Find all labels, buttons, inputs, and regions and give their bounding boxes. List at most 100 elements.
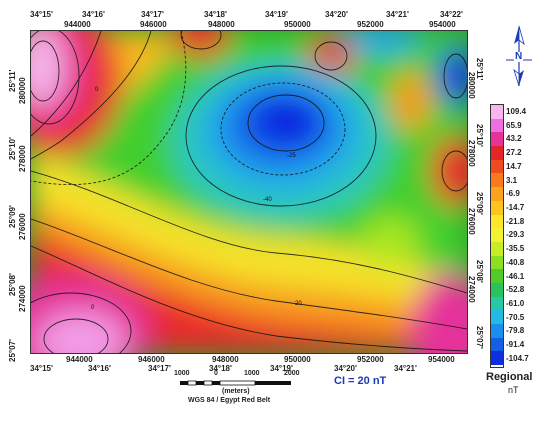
top-lon-tick: 34°16' [82,10,105,19]
legend-value: -46.1 [506,272,525,281]
bottom-lon-tick: 34°19' [270,364,293,373]
legend-swatch [491,173,503,188]
right-northing-tick: 276000 [467,208,476,235]
legend-swatch [491,214,503,229]
legend-value: 109.4 [506,107,527,116]
bottom-lon-tick: 34°18' [209,364,232,373]
top-easting-tick: 944000 [64,20,91,29]
top-easting-tick: 954000 [429,20,456,29]
legend-swatch [491,187,503,201]
top-lon-tick: 34°17' [141,10,164,19]
legend-value: -29.3 [506,230,525,239]
top-lon-tick: 34°19' [265,10,288,19]
contour-label: 0 [95,87,99,93]
legend-swatch [491,337,503,352]
legend-swatch [491,200,503,215]
bottom-lon-tick: 34°20' [334,364,357,373]
contour-label: 0 [91,305,95,311]
bottom-lon-tick: 34°16' [88,364,111,373]
bottom-easting-tick: 948000 [212,355,239,364]
legend-swatch [491,132,503,147]
left-lat-tick: 25°07' [8,339,17,362]
legend-value: -79.8 [506,326,525,335]
right-lat-tick: 25°09' [475,192,484,215]
legend-value: -70.5 [506,313,525,322]
legend-swatch [491,255,503,270]
scale-tick: 2000 [284,370,300,377]
right-northing-tick: 278000 [467,140,476,167]
left-northing-tick: 280000 [18,77,27,104]
legend-value: 43.2 [506,134,522,143]
scale-tick: 1000 [244,370,260,377]
left-lat-tick: 25°09' [8,205,17,228]
scale-tick: 1000 [174,370,190,377]
bottom-lon-tick: 34°21' [394,364,417,373]
legend-swatch [491,296,503,311]
legend-colorbar [490,104,504,368]
right-lat-tick: 25°11' [475,58,484,81]
bottom-lon-tick: 34°17' [148,364,171,373]
top-lon-tick: 34°20' [325,10,348,19]
top-easting-tick: 952000 [357,20,384,29]
legend-unit: nT [508,385,519,395]
contour-label: -40 [263,197,272,203]
legend-swatch [491,310,503,324]
bottom-easting-tick: 944000 [66,355,93,364]
left-lat-tick: 25°11' [8,69,17,92]
left-northing-tick: 274000 [18,285,27,312]
left-lat-tick: 25°10' [8,137,17,160]
top-easting-tick: 946000 [140,20,167,29]
north-label: N [514,51,524,62]
right-northing-tick: 280000 [467,72,476,99]
top-lon-tick: 34°22' [440,10,463,19]
legend-swatch [491,351,503,366]
north-arrow-icon: N [502,22,536,92]
legend-swatch [491,159,503,174]
scale-tick: 0 [214,370,218,377]
legend-swatch [491,241,503,256]
right-lat-tick: 25°08' [475,260,484,283]
legend-swatch [491,146,503,160]
right-lat-tick: 25°07' [475,326,484,349]
left-northing-tick: 276000 [18,213,27,240]
bottom-easting-tick: 952000 [357,355,384,364]
legend-swatch [491,105,503,119]
anomaly-map: 0 -25 -40 20 0 [30,30,468,354]
contour-label: -25 [287,153,296,159]
legend-value: 65.9 [506,121,522,130]
left-lat-tick: 25°08' [8,273,17,296]
legend-value: -6.9 [506,189,520,198]
anomaly-map-canvas: 0 -25 -40 20 0 [31,31,467,353]
legend-value: -52.8 [506,285,525,294]
bottom-easting-tick: 950000 [284,355,311,364]
right-northing-tick: 274000 [467,276,476,303]
legend-value: 14.7 [506,162,522,171]
legend-value: -21.8 [506,217,525,226]
legend-value: -61.0 [506,299,525,308]
scale-datum: WGS 84 / Egypt Red Belt [188,397,271,404]
top-lon-tick: 34°15' [30,10,53,19]
right-lat-tick: 25°10' [475,124,484,147]
bottom-easting-tick: 954000 [428,355,455,364]
scale-unit: (meters) [222,388,250,395]
legend-value: -40.8 [506,258,525,267]
contour-label: 20 [295,301,302,307]
legend-value: -35.5 [506,244,525,253]
legend-swatch [491,324,503,338]
legend-swatch [491,269,503,283]
legend-value: 3.1 [506,176,518,185]
legend-title: Regional [486,371,533,383]
legend-value: 27.2 [506,148,522,157]
legend-swatch [491,228,503,242]
scale-bar: 1000 0 1000 2000 (meters) WGS 84 / Egypt… [174,370,366,410]
legend-swatch [491,118,503,133]
legend-value: -104.7 [506,354,529,363]
legend-value: -91.4 [506,340,525,349]
top-easting-tick: 950000 [284,20,311,29]
bottom-easting-tick: 946000 [138,355,165,364]
left-northing-tick: 278000 [18,145,27,172]
legend-value: -14.7 [506,203,525,212]
scale-bar-graphic [180,380,291,386]
top-lon-tick: 34°18' [204,10,227,19]
legend-swatch [491,282,503,297]
